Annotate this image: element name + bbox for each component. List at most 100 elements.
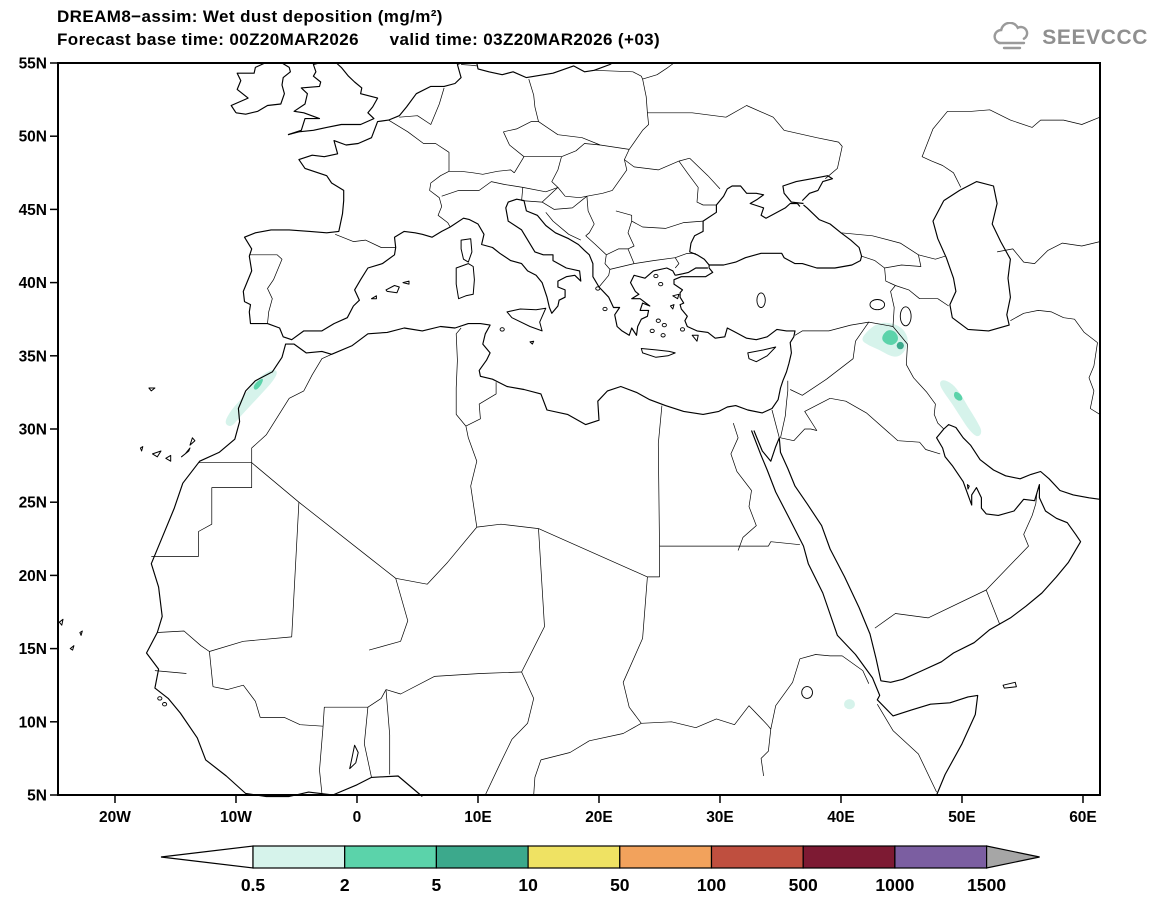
lat-tick-label: 40N	[19, 275, 47, 292]
island-dot	[499, 327, 505, 332]
border-path	[461, 64, 477, 67]
colorbar-segment	[710, 845, 804, 869]
border-path	[395, 526, 478, 585]
border-path	[985, 589, 1000, 624]
lat-tick-label: 10N	[19, 714, 47, 731]
border-path	[884, 254, 922, 269]
border-path	[770, 658, 801, 730]
deposition-patch-morocco-atlas	[225, 370, 277, 426]
border-path	[892, 326, 945, 430]
border-path	[399, 87, 445, 125]
border-path	[780, 380, 789, 438]
river-path	[730, 422, 757, 551]
border-path	[533, 759, 542, 796]
island-outline	[148, 387, 156, 392]
lake-outline	[756, 292, 766, 308]
island-dot	[602, 306, 608, 312]
lon-tick-label: 10W	[220, 809, 252, 826]
border-path	[385, 671, 522, 695]
border-path	[771, 409, 780, 438]
coastline-path	[235, 62, 291, 115]
deposition-patch-morocco-atlas-core	[253, 378, 263, 390]
colorbar-segment	[802, 845, 896, 869]
island-outline	[966, 484, 970, 490]
colorbar-tick-label: 2	[340, 875, 350, 895]
border-path	[476, 523, 648, 578]
island-dot	[653, 273, 659, 279]
colorbar-segment	[894, 845, 988, 869]
border-path	[594, 62, 675, 80]
lat-tick-label: 35N	[19, 348, 47, 365]
border-path	[1088, 342, 1101, 415]
colorbar-tick-label: 10	[518, 875, 538, 895]
lon-tick-label: 50E	[948, 809, 976, 826]
lat-tick-label: 45N	[19, 202, 47, 219]
lon-tick-label: 40E	[827, 809, 855, 826]
coastline-path	[675, 267, 708, 276]
colorbar-tick-label: 50	[610, 875, 630, 895]
island-outline	[181, 447, 191, 458]
lat-tick-label: 15N	[19, 641, 47, 658]
colorbar-tick-label: 500	[789, 875, 818, 895]
lat-tick-label: 25N	[19, 495, 47, 512]
border-path	[641, 705, 772, 730]
border-path	[985, 491, 1038, 591]
border-path	[484, 671, 535, 796]
border-path	[212, 684, 261, 718]
border-path	[895, 285, 949, 307]
island-outline	[672, 293, 680, 300]
lon-tick-label: 0	[353, 809, 362, 826]
border-path	[689, 157, 721, 190]
border-path	[429, 170, 451, 228]
border-path	[540, 722, 642, 761]
border-path	[503, 121, 539, 133]
border-path	[251, 353, 332, 463]
border-path	[790, 378, 827, 396]
border-path	[628, 112, 649, 150]
deposition-patch-ethiopia-sudan-border	[844, 699, 855, 710]
deposition-patch-mesopotamia-max	[896, 341, 904, 350]
border-path	[335, 233, 396, 248]
border-path	[209, 651, 214, 687]
coastline-path	[287, 62, 322, 136]
island-outline	[506, 307, 547, 332]
border-path	[627, 220, 635, 264]
lake-outline	[801, 686, 813, 699]
lon-tick-label: 10E	[464, 809, 492, 826]
colorbar-segment	[619, 845, 713, 869]
lon-tick-label: 20E	[585, 809, 613, 826]
border-path	[209, 502, 300, 652]
island-outline	[69, 645, 75, 651]
lat-tick-label: 5N	[27, 788, 47, 805]
colorbar-tick-label: 1000	[875, 875, 914, 895]
border-path	[363, 707, 372, 778]
island-outline	[455, 263, 475, 300]
colorbar-tick-label: 1500	[967, 875, 1006, 895]
island-dot	[658, 281, 664, 287]
lon-tick-label: 30E	[706, 809, 734, 826]
border-path	[861, 255, 896, 286]
island-outline	[139, 446, 144, 452]
coastline-path	[753, 424, 1100, 683]
coastline-path	[230, 62, 266, 114]
colorbar-segment	[252, 845, 346, 869]
border-path	[249, 254, 283, 324]
coastline-path	[287, 62, 379, 136]
island-outline	[152, 450, 162, 458]
border-path	[541, 195, 588, 210]
border-path	[503, 131, 525, 173]
island-outline	[371, 295, 377, 300]
island-outline	[349, 744, 359, 770]
colorbar-segment	[344, 845, 438, 869]
island-outline	[58, 618, 64, 626]
deposition-patch-mesopotamia-core	[882, 330, 898, 345]
island-dot	[679, 327, 686, 332]
figure-subtitle: Forecast base time: 00Z20MAR2026 valid t…	[57, 30, 661, 49]
island-outline	[640, 348, 676, 358]
island-outline	[189, 437, 196, 446]
border-path	[151, 462, 253, 557]
coastline-path	[782, 175, 834, 205]
lat-tick-label: 50N	[19, 129, 47, 146]
